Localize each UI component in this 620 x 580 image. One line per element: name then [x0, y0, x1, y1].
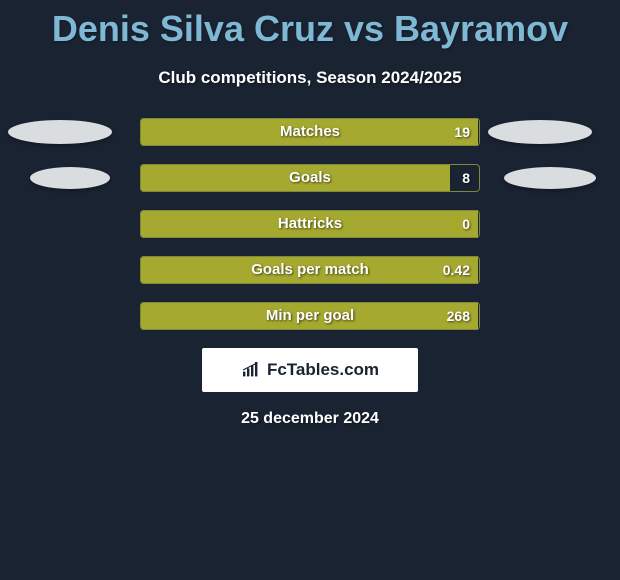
brand-text: FcTables.com	[267, 360, 379, 380]
brand-logo[interactable]: FcTables.com	[202, 348, 418, 392]
snapshot-date: 25 december 2024	[0, 410, 620, 428]
player-left-ellipse	[8, 120, 112, 144]
stat-label: Min per goal	[140, 302, 480, 330]
stat-value: 0	[462, 210, 470, 238]
stat-row-hattricks: Hattricks 0	[0, 210, 620, 238]
stat-label: Hattricks	[140, 210, 480, 238]
stat-label: Goals per match	[140, 256, 480, 284]
stat-row-goals-per-match: Goals per match 0.42	[0, 256, 620, 284]
stat-value: 268	[447, 302, 470, 330]
player-left-ellipse	[30, 167, 110, 189]
stat-label: Goals	[140, 164, 480, 192]
subtitle: Club competitions, Season 2024/2025	[0, 68, 620, 88]
bar-chart-icon	[241, 362, 261, 378]
stat-value: 0.42	[443, 256, 470, 284]
stat-row-min-per-goal: Min per goal 268	[0, 302, 620, 330]
stat-row-matches: Matches 19	[0, 118, 620, 146]
stat-value: 19	[454, 118, 470, 146]
player-right-ellipse	[488, 120, 592, 144]
page-title: Denis Silva Cruz vs Bayramov	[0, 0, 620, 50]
stat-row-goals: Goals 8	[0, 164, 620, 192]
comparison-chart: Matches 19 Goals 8 Hattricks 0 Goals per…	[0, 118, 620, 330]
stat-value: 8	[462, 164, 470, 192]
stat-label: Matches	[140, 118, 480, 146]
player-right-ellipse	[504, 167, 596, 189]
